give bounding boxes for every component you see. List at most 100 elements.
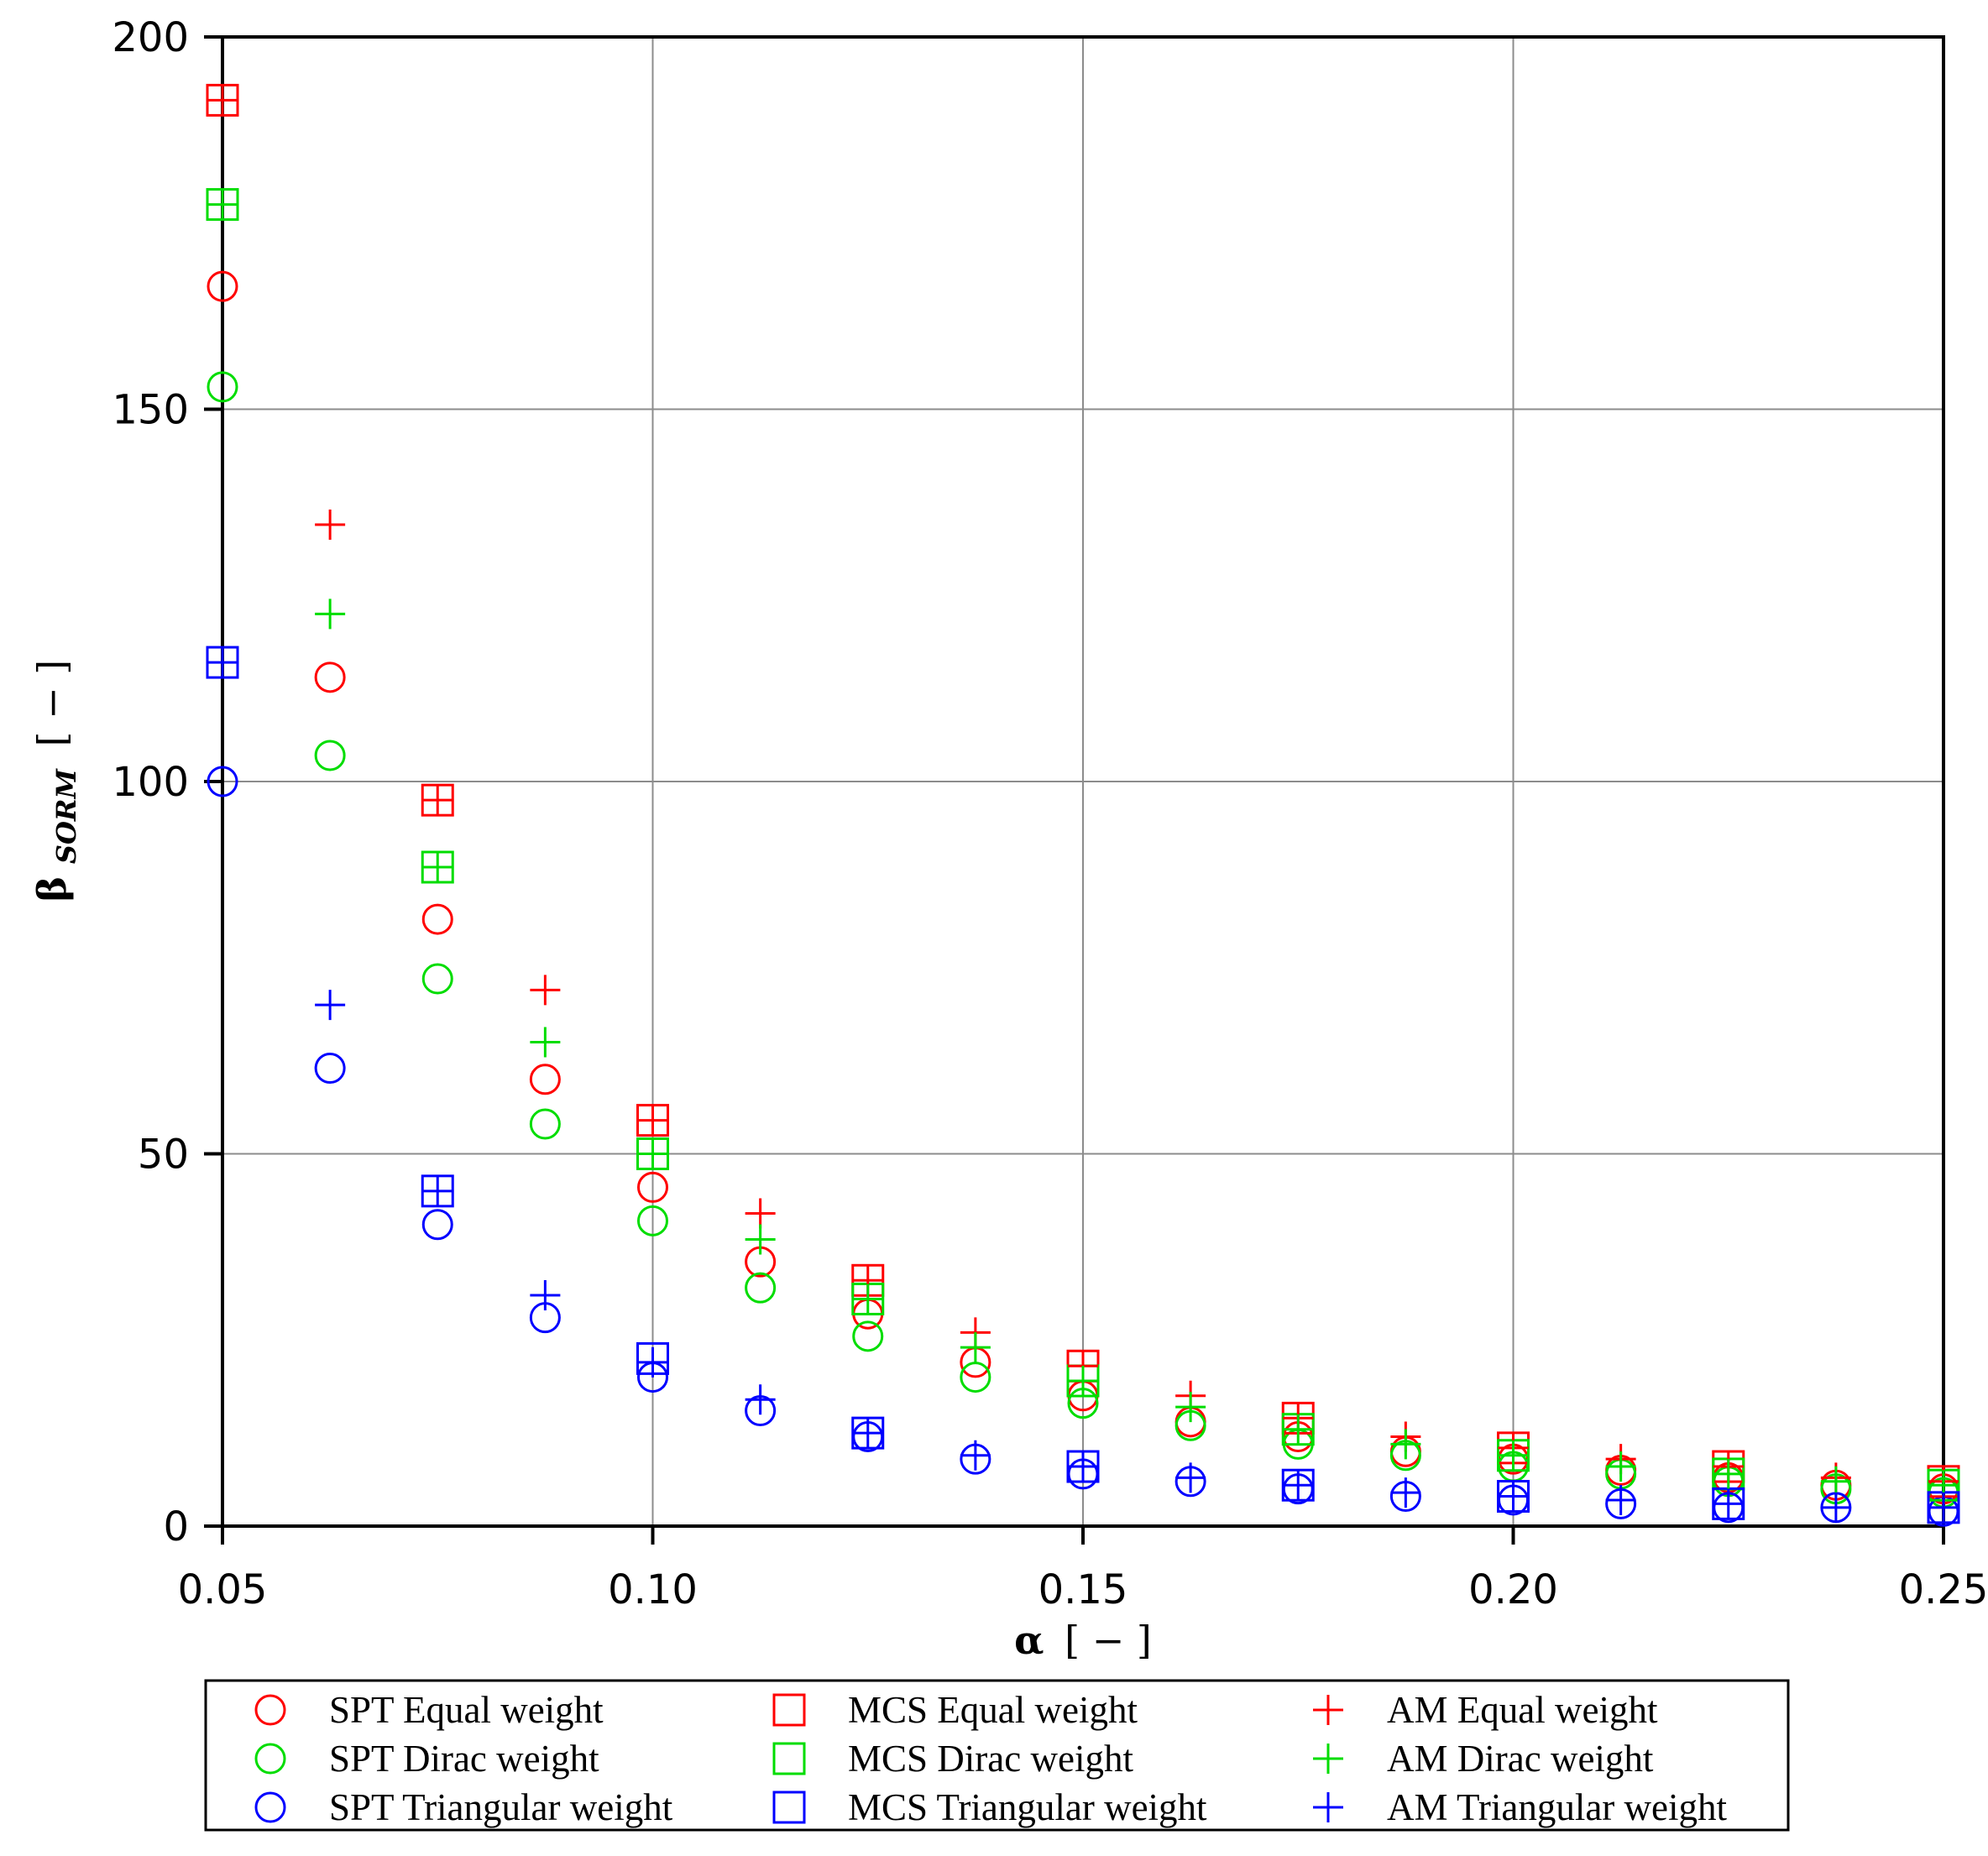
- plus-data-point: [637, 1346, 668, 1378]
- plus-data-point: [207, 189, 238, 220]
- legend-square-marker: [772, 1742, 806, 1775]
- y-axis-subscript: SORM: [50, 767, 82, 864]
- y-tick-label: 50: [138, 1132, 189, 1179]
- legend-box: [204, 1679, 1790, 1832]
- y-tick-label: 150: [112, 387, 189, 434]
- plus-data-point: [1390, 1477, 1421, 1508]
- plus-data-point: [1713, 1488, 1744, 1519]
- legend-circle-marker: [254, 1694, 286, 1726]
- plus-data-point: [852, 1418, 883, 1449]
- x-axis-unit: [ − ]: [1065, 1618, 1152, 1663]
- y-tick-label: 200: [112, 14, 189, 61]
- y-tick-label: 100: [112, 759, 189, 806]
- y-axis-symbol: β: [29, 876, 75, 902]
- plus-data-point: [745, 1224, 776, 1255]
- data-markers: [206, 83, 1960, 1527]
- y-axis-unit: [ − ]: [29, 660, 75, 747]
- legend-label: MCS Triangular weight: [848, 1786, 1207, 1828]
- plus-data-point: [1928, 1492, 1959, 1523]
- plus-data-point: [1605, 1451, 1636, 1482]
- x-axis-label: α [ − ]: [1014, 1618, 1152, 1663]
- plus-data-point: [1498, 1440, 1529, 1471]
- series-am-dirac-weight: [207, 189, 1959, 1501]
- axis-ticks: 0.05 0.10 0.15 0.20 0.25 0 50 100 150 200: [112, 14, 1988, 1613]
- circle-data-point: [314, 661, 346, 693]
- circle-data-point: [314, 740, 346, 771]
- plus-data-point: [745, 1384, 776, 1415]
- legend-item: MCS Dirac weight: [772, 1738, 1133, 1780]
- plus-data-point: [422, 852, 453, 883]
- circle-data-point: [207, 371, 238, 403]
- plus-data-point: [1068, 1451, 1098, 1482]
- plus-data-point: [1498, 1481, 1529, 1512]
- circle-data-point: [207, 270, 238, 302]
- plus-data-point: [960, 1332, 991, 1363]
- plus-data-point: [637, 1105, 668, 1136]
- legend-label: MCS Equal weight: [848, 1689, 1138, 1731]
- legend-plus-marker: [1313, 1744, 1343, 1774]
- circle-data-point: [960, 1362, 991, 1393]
- plus-data-point: [315, 599, 346, 630]
- legend-label: AM Dirac weight: [1387, 1738, 1654, 1780]
- circle-data-point: [745, 1272, 777, 1304]
- plus-data-point: [1175, 1462, 1206, 1493]
- circle-data-point: [207, 766, 238, 797]
- legend-circle-marker: [254, 1791, 286, 1823]
- circle-data-point: [637, 1205, 668, 1236]
- legend-circle-marker: [254, 1743, 286, 1775]
- legend-label: SPT Equal weight: [329, 1689, 604, 1731]
- plus-data-point: [1820, 1466, 1851, 1497]
- legend-item: AM Triangular weight: [1313, 1786, 1727, 1828]
- legend-label: AM Equal weight: [1387, 1689, 1658, 1731]
- plus-data-point: [530, 975, 561, 1006]
- plus-data-point: [422, 785, 453, 816]
- plus-data-point: [1713, 1458, 1744, 1489]
- plus-data-point: [530, 1027, 561, 1058]
- legend-square-marker: [772, 1791, 806, 1824]
- plus-data-point: [1175, 1392, 1206, 1423]
- y-tick-label: 0: [163, 1503, 189, 1550]
- circle-data-point: [529, 1064, 561, 1095]
- x-axis-symbol: α: [1014, 1618, 1044, 1663]
- circle-data-point: [421, 1209, 453, 1241]
- series-am-triangular-weight: [207, 647, 1959, 1523]
- legend-item: MCS Triangular weight: [772, 1786, 1207, 1828]
- legend-item: AM Dirac weight: [1313, 1738, 1654, 1780]
- legend: SPT Equal weight SPT Dirac weight SPT Tria…: [204, 1679, 1790, 1832]
- circle-data-point: [852, 1320, 884, 1352]
- circle-data-point: [637, 1171, 668, 1203]
- legend-item: AM Equal weight: [1313, 1689, 1658, 1731]
- y-axis-label: β SORM [ − ]: [29, 660, 85, 902]
- plus-data-point: [530, 1280, 561, 1311]
- plus-data-point: [1068, 1366, 1098, 1397]
- legend-item: SPT Equal weight: [254, 1689, 604, 1731]
- x-tick-label: 0.15: [1038, 1566, 1128, 1613]
- plus-data-point: [852, 1284, 883, 1315]
- plus-data-point: [637, 1138, 668, 1169]
- plus-data-point: [1605, 1484, 1636, 1515]
- circle-data-point: [421, 963, 453, 995]
- plus-data-point: [315, 990, 346, 1021]
- x-tick-label: 0.05: [178, 1566, 268, 1613]
- legend-item: SPT Dirac weight: [254, 1738, 599, 1780]
- legend-item: SPT Triangular weight: [254, 1786, 673, 1828]
- plus-data-point: [1283, 1470, 1314, 1501]
- legend-plus-marker: [1313, 1695, 1343, 1725]
- legend-label: SPT Triangular weight: [329, 1786, 673, 1828]
- x-tick-label: 0.10: [608, 1566, 698, 1613]
- plus-data-point: [1820, 1492, 1851, 1523]
- legend-square-marker: [772, 1693, 806, 1727]
- legend-label: AM Triangular weight: [1387, 1786, 1727, 1828]
- plus-data-point: [960, 1440, 991, 1471]
- legend-label: MCS Dirac weight: [848, 1738, 1133, 1780]
- x-tick-label: 0.25: [1899, 1566, 1988, 1613]
- circle-data-point: [421, 903, 453, 935]
- plus-data-point: [1390, 1429, 1421, 1460]
- circle-data-point: [314, 1052, 346, 1084]
- plus-data-point: [422, 1175, 453, 1206]
- legend-plus-marker: [1313, 1792, 1343, 1822]
- plus-data-point: [745, 1198, 776, 1229]
